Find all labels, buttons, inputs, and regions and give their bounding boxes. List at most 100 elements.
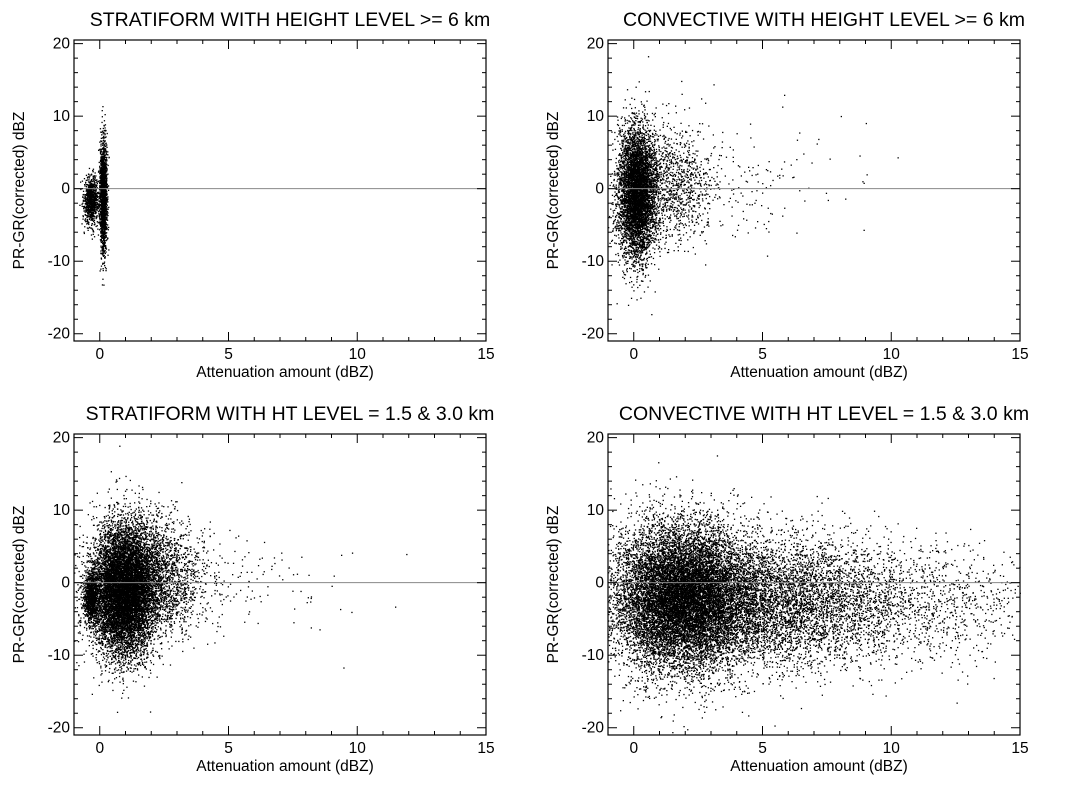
- data-point: [94, 207, 96, 209]
- data-point: [103, 171, 105, 174]
- data-point: [104, 242, 106, 244]
- data-point: [93, 209, 96, 211]
- data-point: [101, 171, 104, 173]
- data-point: [644, 192, 646, 194]
- data-point: [103, 155, 106, 157]
- data-point: [99, 216, 101, 218]
- data-point: [103, 184, 105, 186]
- data-point: [648, 90, 650, 93]
- data-point: [620, 117, 622, 120]
- data-point: [656, 168, 658, 170]
- data-point: [93, 186, 95, 188]
- data-point: [99, 215, 101, 217]
- data-point: [107, 201, 109, 203]
- panel-convective-high: CONVECTIVE WITH HEIGHT LEVEL >= 6 km 0 5 10…: [534, 0, 1068, 394]
- data-point: [102, 151, 105, 153]
- data-point: [653, 150, 655, 153]
- data-point: [103, 158, 106, 160]
- data-point: [642, 220, 644, 222]
- data-point: [647, 172, 649, 174]
- data-point: [631, 258, 633, 260]
- data-point: [105, 203, 107, 206]
- data-point: [96, 195, 98, 197]
- data-point: [103, 178, 105, 180]
- data-point: [99, 185, 101, 187]
- data-point: [92, 189, 94, 191]
- data-point: [644, 177, 646, 179]
- data-point: [653, 144, 656, 146]
- data-point: [624, 239, 626, 241]
- data-point: [103, 152, 105, 154]
- data-point: [92, 168, 95, 170]
- data-point: [654, 237, 657, 240]
- data-point: [633, 122, 635, 124]
- data-point: [623, 248, 625, 250]
- data-point: [655, 215, 657, 217]
- data-point: [106, 169, 108, 171]
- data-point: [100, 131, 102, 133]
- data-point: [103, 154, 105, 156]
- data-point: [642, 140, 644, 142]
- data-point: [632, 255, 635, 257]
- data-point: [94, 212, 96, 214]
- data-point: [97, 211, 100, 213]
- data-point: [83, 200, 85, 202]
- data-point: [640, 101, 642, 103]
- data-point: [641, 232, 644, 234]
- data-point: [104, 160, 107, 162]
- data-point: [622, 213, 624, 215]
- data-point: [631, 140, 633, 142]
- data-point: [86, 189, 89, 191]
- data-point: [642, 144, 644, 146]
- data-point: [103, 182, 106, 184]
- data-point: [89, 198, 91, 200]
- data-point: [103, 221, 105, 223]
- data-point: [103, 124, 105, 127]
- data-point: [619, 159, 621, 161]
- data-point: [648, 172, 650, 174]
- data-point: [103, 206, 105, 208]
- data-point: [637, 124, 640, 126]
- data-point: [633, 134, 635, 136]
- data-point: [102, 187, 105, 189]
- data-point: [104, 207, 107, 210]
- data-point: [104, 124, 107, 126]
- data-point: [636, 281, 638, 283]
- data-point: [639, 164, 641, 166]
- data-point: [93, 236, 96, 238]
- data-point: [104, 220, 106, 222]
- data-point: [93, 185, 96, 187]
- data-point: [646, 226, 649, 228]
- data-point: [644, 194, 646, 196]
- data-point: [104, 234, 106, 236]
- data-point: [103, 208, 105, 210]
- data-point: [100, 177, 102, 179]
- data-point: [100, 230, 102, 232]
- data-point: [96, 186, 98, 189]
- data-point: [92, 195, 94, 197]
- data-point: [659, 179, 662, 182]
- data-point: [644, 236, 646, 238]
- data-point: [100, 246, 102, 248]
- data-point: [91, 200, 93, 203]
- data-point: [94, 187, 96, 189]
- data-point: [98, 209, 101, 211]
- data-point: [105, 245, 107, 247]
- data-point: [100, 184, 102, 186]
- data-point: [617, 140, 619, 142]
- data-point: [89, 175, 91, 177]
- data-point: [105, 161, 107, 163]
- data-point: [635, 165, 637, 167]
- data-point: [103, 242, 105, 244]
- data-point: [101, 189, 103, 191]
- data-point: [92, 198, 94, 200]
- data-point: [96, 193, 98, 195]
- data-point: [645, 223, 647, 225]
- data-point: [625, 217, 627, 219]
- data-point: [104, 240, 106, 242]
- data-point: [645, 153, 647, 155]
- data-point: [83, 197, 85, 199]
- data-point: [652, 157, 655, 159]
- data-point: [629, 212, 632, 214]
- data-point: [93, 184, 95, 186]
